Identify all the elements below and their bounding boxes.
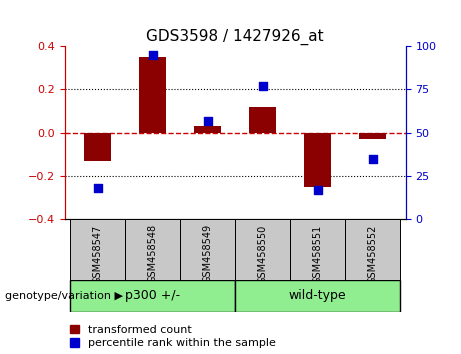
- Text: GSM458548: GSM458548: [148, 224, 158, 284]
- Title: GDS3598 / 1427926_at: GDS3598 / 1427926_at: [146, 28, 324, 45]
- Bar: [180, 219, 235, 280]
- Text: GSM458550: GSM458550: [258, 224, 268, 284]
- Bar: [345, 219, 400, 280]
- Bar: [235, 280, 400, 312]
- Text: GSM458552: GSM458552: [368, 224, 378, 284]
- Bar: [359, 133, 386, 139]
- Bar: [70, 280, 235, 312]
- Legend: transformed count, percentile rank within the sample: transformed count, percentile rank withi…: [70, 325, 276, 348]
- Bar: [125, 219, 180, 280]
- Bar: [249, 107, 277, 133]
- Bar: [290, 219, 345, 280]
- Point: [149, 52, 156, 57]
- Bar: [304, 133, 331, 187]
- Bar: [70, 219, 125, 280]
- Text: GSM458551: GSM458551: [313, 224, 323, 284]
- Point: [314, 187, 321, 193]
- Point: [94, 185, 101, 191]
- Text: genotype/variation ▶: genotype/variation ▶: [5, 291, 123, 301]
- Text: GSM458549: GSM458549: [202, 224, 213, 284]
- Point: [259, 83, 266, 89]
- Text: p300 +/-: p300 +/-: [125, 289, 180, 302]
- Point: [369, 156, 376, 161]
- Text: GSM458547: GSM458547: [93, 224, 102, 284]
- Bar: [84, 133, 111, 161]
- Bar: [235, 219, 290, 280]
- Text: wild-type: wild-type: [289, 289, 347, 302]
- Point: [204, 118, 211, 124]
- Bar: [139, 57, 166, 133]
- Bar: [194, 126, 221, 133]
